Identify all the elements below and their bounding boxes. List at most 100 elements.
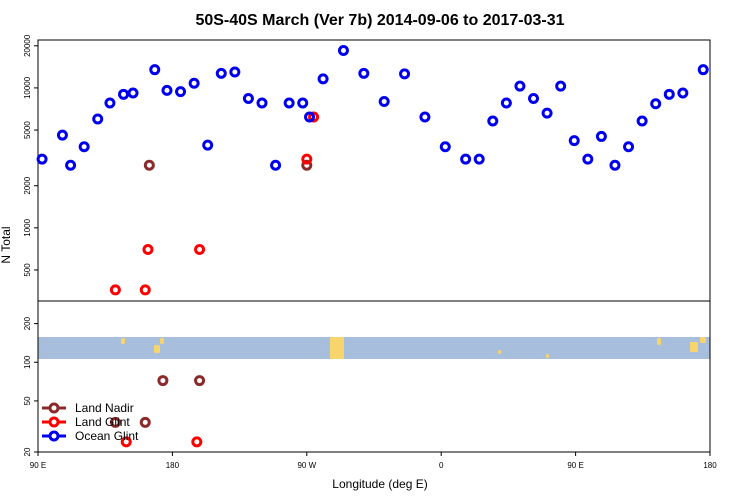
ocean-glint-point bbox=[317, 73, 329, 85]
ocean-glint-point bbox=[663, 88, 675, 100]
legend-marker bbox=[48, 416, 60, 428]
y-tick-label: 2000 bbox=[23, 176, 32, 194]
land-nadir-point bbox=[157, 375, 169, 387]
x-axis-label: Longitude (deg E) bbox=[332, 477, 427, 491]
land-nadir-point bbox=[143, 159, 155, 171]
ocean-glint-point bbox=[149, 64, 161, 76]
ocean-glint-point bbox=[202, 139, 214, 151]
ocean-glint-point bbox=[65, 159, 77, 171]
land-patch bbox=[154, 345, 160, 353]
ocean-glint-point bbox=[270, 159, 282, 171]
ocean-glint-point bbox=[419, 111, 431, 123]
land-glint-point bbox=[120, 436, 132, 448]
lower-panel-frame bbox=[37, 300, 711, 453]
land-patch bbox=[690, 342, 698, 352]
data-points bbox=[36, 45, 709, 448]
y-tick-label: 100 bbox=[23, 355, 32, 369]
ocean-glint-point bbox=[118, 88, 130, 100]
land-patch bbox=[700, 337, 706, 343]
lower-y-axis: 20 50 100 200 bbox=[23, 316, 38, 456]
x-tick-label: 90 E bbox=[30, 461, 46, 470]
y-tick-label: 20 bbox=[23, 447, 32, 456]
ocean-glint-point bbox=[636, 115, 648, 127]
y-axis-label: N Total bbox=[0, 226, 13, 263]
ocean-glint-point bbox=[337, 45, 349, 57]
y-tick-label: 5000 bbox=[23, 121, 32, 139]
chart-title: 50S-40S March (Ver 7b) 2014-09-06 to 201… bbox=[195, 12, 564, 29]
land-ocean-map-strip bbox=[38, 337, 710, 359]
ocean-glint-point bbox=[229, 66, 241, 78]
ocean-glint-point bbox=[399, 68, 411, 80]
ocean-glint-point bbox=[623, 141, 635, 153]
legend-marker bbox=[48, 402, 60, 414]
upper-y-axis: 500 1000 2000 5000 10000 20000 bbox=[23, 34, 38, 277]
ocean-glint-point bbox=[568, 135, 580, 147]
land-nadir-point bbox=[109, 416, 121, 428]
land-patches bbox=[121, 337, 706, 359]
legend-label: Ocean Glint bbox=[75, 429, 139, 443]
ocean-glint-point bbox=[242, 93, 254, 105]
land-patch bbox=[121, 338, 125, 344]
land-glint-point bbox=[109, 284, 121, 296]
x-tick-label: 90 W bbox=[297, 461, 316, 470]
ocean-band bbox=[38, 337, 710, 359]
ocean-glint-point bbox=[460, 153, 472, 165]
ocean-glint-point bbox=[541, 107, 553, 119]
upper-panel-frame bbox=[37, 39, 711, 302]
land-glint-point bbox=[301, 153, 313, 165]
legend-marker bbox=[48, 430, 60, 442]
ocean-glint-point bbox=[297, 97, 309, 109]
y-tick-label: 50 bbox=[23, 396, 32, 405]
ocean-glint-point bbox=[358, 67, 370, 79]
land-nadir-point bbox=[194, 375, 206, 387]
ocean-glint-point bbox=[595, 130, 607, 142]
land-glint-point bbox=[308, 111, 320, 123]
land-nadir-point bbox=[301, 159, 313, 171]
legend-label: Land Glint bbox=[75, 415, 130, 429]
x-tick-label: 90 E bbox=[567, 461, 583, 470]
ocean-glint-point bbox=[175, 86, 187, 98]
ocean-glint-point bbox=[256, 97, 268, 109]
ocean-glint-point bbox=[378, 95, 390, 107]
land-nadir-point bbox=[139, 416, 151, 428]
ocean-glint-point bbox=[609, 159, 621, 171]
ocean-glint-point bbox=[677, 87, 689, 99]
land-glint-point bbox=[194, 244, 206, 256]
land-patch bbox=[160, 338, 164, 344]
ocean-glint-point bbox=[473, 153, 485, 165]
y-tick-label: 20000 bbox=[23, 34, 32, 57]
ocean-glint-point bbox=[127, 87, 139, 99]
ocean-glint-point bbox=[215, 67, 227, 79]
x-tick-label: 180 bbox=[703, 461, 717, 470]
ocean-glint-point bbox=[56, 129, 68, 141]
ocean-glint-point bbox=[500, 97, 512, 109]
land-patch bbox=[546, 354, 549, 358]
land-glint-point bbox=[142, 244, 154, 256]
ocean-glint-point bbox=[104, 97, 116, 109]
ocean-glint-point bbox=[582, 153, 594, 165]
ocean-glint-point bbox=[92, 113, 104, 125]
ocean-glint-point bbox=[487, 115, 499, 127]
ocean-glint-point bbox=[439, 141, 451, 153]
x-tick-label: 180 bbox=[166, 461, 180, 470]
land-glint-point bbox=[139, 284, 151, 296]
x-axis: 90 E 180 90 W 0 90 E 180 bbox=[30, 452, 717, 470]
ocean-glint-point bbox=[36, 153, 48, 165]
y-tick-label: 200 bbox=[23, 316, 32, 330]
ocean-glint-point bbox=[514, 80, 526, 92]
legend-label: Land Nadir bbox=[75, 401, 134, 415]
ocean-glint-point bbox=[697, 64, 709, 76]
ocean-glint-point bbox=[304, 111, 316, 123]
land-patch bbox=[498, 350, 501, 354]
y-tick-label: 500 bbox=[23, 263, 32, 277]
ocean-glint-point bbox=[650, 98, 662, 110]
x-tick-label: 0 bbox=[439, 461, 444, 470]
land-patch bbox=[657, 338, 661, 345]
y-tick-label: 10000 bbox=[23, 76, 32, 99]
land-patch bbox=[330, 337, 344, 359]
ocean-glint-point bbox=[528, 93, 540, 105]
ocean-glint-point bbox=[283, 97, 295, 109]
ocean-glint-point bbox=[188, 77, 200, 89]
